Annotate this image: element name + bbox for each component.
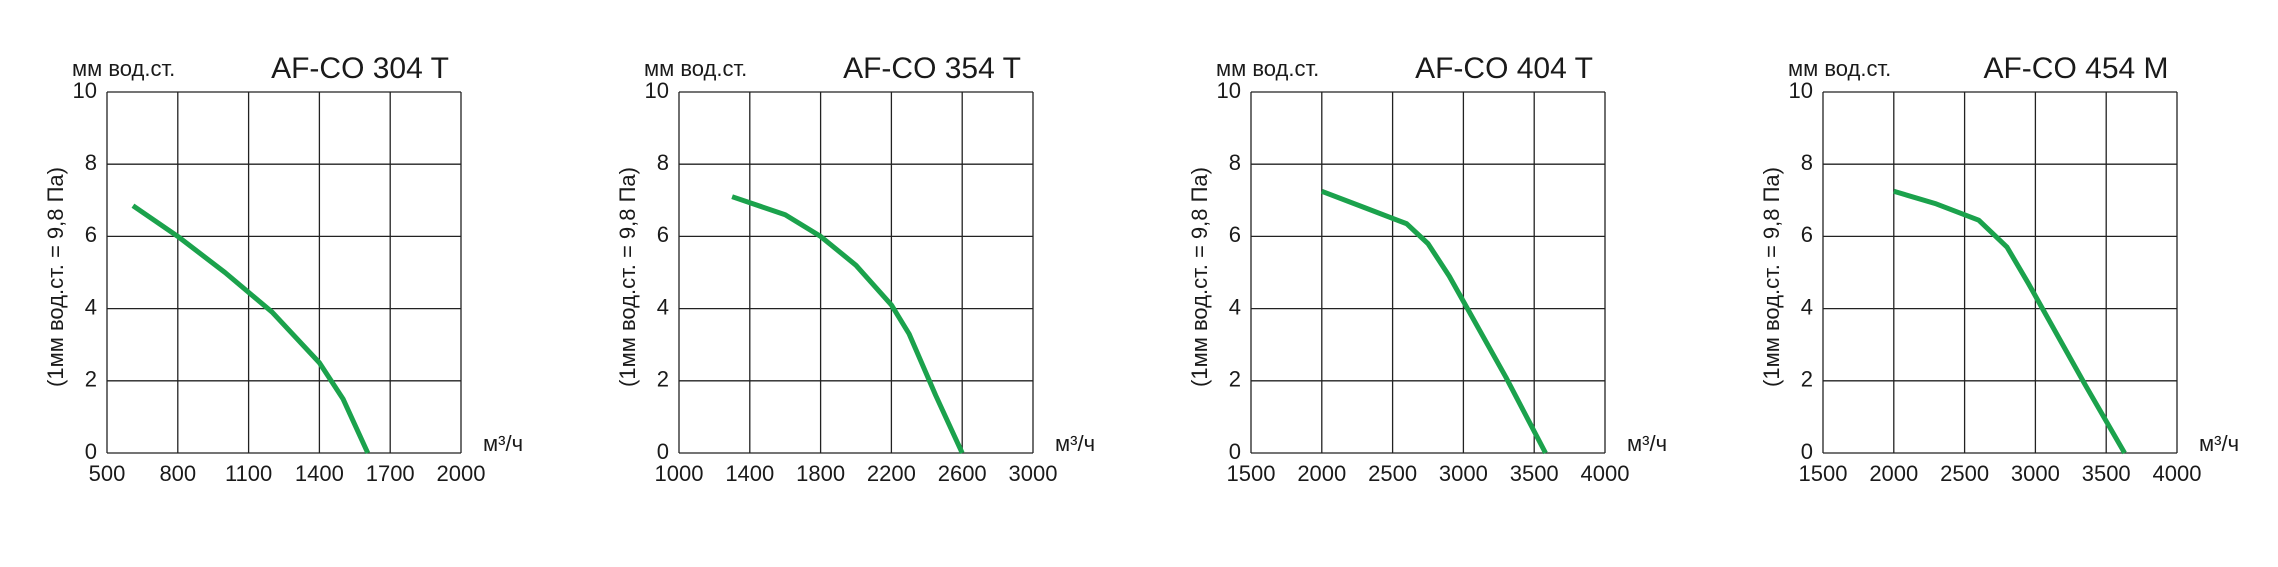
y-tick-label: 4 <box>1229 294 1241 319</box>
x-tick-label: 1100 <box>225 461 272 486</box>
y-tick-label: 2 <box>1801 367 1813 392</box>
chart-panel: AF-CO 454 M мм вод.ст. (1мм вод.ст. = 9,8 … <box>1759 52 2239 486</box>
y-axis-note: (1мм вод.ст. = 9,8 Па) <box>615 167 640 387</box>
x-axis-unit: м³/ч <box>1627 431 1667 456</box>
x-tick-label: 3000 <box>1439 461 1488 486</box>
y-tick-label: 2 <box>657 367 669 392</box>
x-tick-label: 2600 <box>938 461 987 486</box>
y-tick-label: 4 <box>85 294 97 319</box>
y-tick-label: 10 <box>645 78 669 103</box>
y-tick-label: 8 <box>1229 150 1241 175</box>
y-tick-label: 2 <box>1229 367 1241 392</box>
x-tick-label: 2000 <box>1869 461 1918 486</box>
chart-title: AF-CO 454 M <box>1983 52 2168 85</box>
x-tick-label: 800 <box>159 461 196 486</box>
y-axis-unit: мм вод.ст. <box>1216 56 1319 81</box>
x-tick-label: 4000 <box>1581 461 1630 486</box>
x-tick-label: 3500 <box>2082 461 2131 486</box>
x-tick-label: 1500 <box>1799 461 1848 486</box>
curve <box>1893 188 2127 455</box>
y-tick-label: 0 <box>1229 439 1241 464</box>
chart-panel: AF-CO 404 T мм вод.ст. (1мм вод.ст. = 9,8 … <box>1187 52 1667 486</box>
y-tick-label: 6 <box>1801 222 1813 247</box>
curve <box>731 194 965 455</box>
x-tick-label: 3000 <box>2011 461 2060 486</box>
chart-title: AF-CO 354 T <box>843 52 1021 85</box>
x-tick-label: 1000 <box>655 461 704 486</box>
y-tick-label: 8 <box>85 150 97 175</box>
y-axis-unit: мм вод.ст. <box>72 56 175 81</box>
curve <box>131 203 371 455</box>
y-tick-label: 6 <box>657 222 669 247</box>
y-tick-label: 6 <box>85 222 97 247</box>
chart-title: AF-CO 304 T <box>271 52 449 85</box>
y-tick-label: 0 <box>85 439 97 464</box>
x-axis-unit: м³/ч <box>1055 431 1095 456</box>
x-tick-label: 2500 <box>1368 461 1417 486</box>
y-tick-label: 0 <box>657 439 669 464</box>
x-axis-unit: м³/ч <box>483 431 523 456</box>
y-tick-label: 8 <box>657 150 669 175</box>
x-tick-label: 3500 <box>1510 461 1559 486</box>
y-axis-unit: мм вод.ст. <box>1788 56 1891 81</box>
y-tick-label: 10 <box>73 78 97 103</box>
chart-title: AF-CO 404 T <box>1415 52 1593 85</box>
y-tick-label: 2 <box>85 367 97 392</box>
x-tick-label: 2000 <box>437 461 486 486</box>
x-tick-label: 1700 <box>366 461 415 486</box>
x-tick-label: 2500 <box>1940 461 1989 486</box>
x-tick-label: 1400 <box>725 461 774 486</box>
x-tick-label: 500 <box>89 461 126 486</box>
chart-panel: AF-CO 354 T мм вод.ст. (1мм вод.ст. = 9,8 … <box>615 52 1095 486</box>
y-tick-label: 6 <box>1229 222 1241 247</box>
y-tick-label: 0 <box>1801 439 1813 464</box>
y-axis-note: (1мм вод.ст. = 9,8 Па) <box>43 167 68 387</box>
chart-panel: AF-CO 304 T мм вод.ст. (1мм вод.ст. = 9,8 … <box>43 52 523 486</box>
y-tick-label: 4 <box>1801 294 1813 319</box>
y-axis-note: (1мм вод.ст. = 9,8 Па) <box>1187 167 1212 387</box>
x-tick-label: 1800 <box>796 461 845 486</box>
x-tick-label: 1500 <box>1227 461 1276 486</box>
y-axis-unit: мм вод.ст. <box>644 56 747 81</box>
x-tick-label: 2000 <box>1297 461 1346 486</box>
x-tick-label: 1400 <box>295 461 344 486</box>
curve <box>1320 188 1548 455</box>
x-tick-label: 3000 <box>1009 461 1058 486</box>
x-axis-unit: м³/ч <box>2199 431 2239 456</box>
x-tick-label: 2200 <box>867 461 916 486</box>
y-tick-label: 10 <box>1789 78 1813 103</box>
y-tick-label: 10 <box>1217 78 1241 103</box>
y-tick-label: 8 <box>1801 150 1813 175</box>
x-tick-label: 4000 <box>2153 461 2202 486</box>
y-axis-note: (1мм вод.ст. = 9,8 Па) <box>1759 167 1784 387</box>
y-tick-label: 4 <box>657 294 669 319</box>
